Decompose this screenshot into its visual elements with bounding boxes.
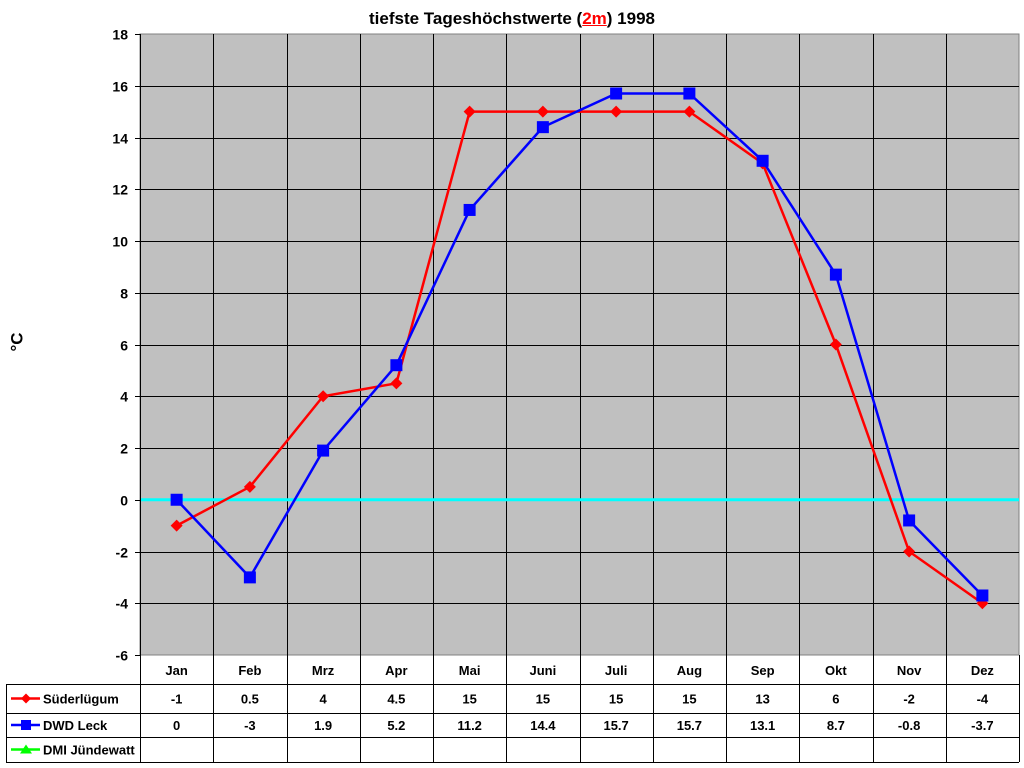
- table-cell-value: 13: [755, 692, 769, 707]
- diamond-marker: [536, 105, 549, 118]
- table-cell-value: 11.2: [457, 718, 482, 733]
- table-cell-value: 14.4: [530, 718, 556, 733]
- table-cell-value: -0.8: [898, 718, 920, 733]
- diamond-marker: [463, 105, 476, 118]
- category-label: Mrz: [312, 663, 335, 678]
- square-marker: [390, 359, 403, 372]
- title-highlight: 2m: [582, 9, 607, 28]
- table-cell-value: 4: [320, 692, 328, 707]
- square-marker: [829, 268, 842, 281]
- category-label: Nov: [897, 663, 922, 678]
- table-cell-value: 15.7: [677, 718, 702, 733]
- table-cell-value: 15: [609, 692, 623, 707]
- square-marker: [756, 154, 769, 167]
- category-label: Feb: [238, 663, 261, 678]
- square-marker: [536, 121, 549, 134]
- y-tick-label: 16: [112, 79, 128, 95]
- legend-triangle-icon: [20, 744, 32, 754]
- category-label: Sep: [751, 663, 775, 678]
- square-marker: [463, 203, 476, 216]
- square-marker: [903, 514, 916, 527]
- y-tick-label: 8: [120, 286, 128, 302]
- y-tick-label: 4: [120, 389, 128, 405]
- table-cell-value: -3.7: [971, 718, 993, 733]
- table-cell-value: 8.7: [827, 718, 845, 733]
- table-cell-value: 4.5: [387, 692, 405, 707]
- table-cell-value: 0.5: [241, 692, 259, 707]
- legend-label: Süderlügum: [43, 692, 119, 707]
- y-tick-label: 10: [112, 234, 128, 250]
- category-label: Apr: [385, 663, 407, 678]
- table-cell-value: -4: [977, 692, 989, 707]
- diamond-marker: [390, 377, 403, 390]
- y-tick-label: 14: [112, 131, 128, 147]
- chart-title: tiefste Tageshöchstwerte (2m) 1998: [0, 9, 1024, 29]
- y-tick-label: 6: [120, 338, 128, 354]
- legend-diamond-icon: [21, 693, 31, 704]
- table-cell-value: -3: [244, 718, 256, 733]
- category-label: Juni: [530, 663, 557, 678]
- series-line-1: [175, 92, 984, 597]
- diamond-marker: [829, 338, 842, 351]
- table-cell-value: 0: [173, 718, 180, 733]
- category-label: Juli: [605, 663, 627, 678]
- table-cell-value: 15: [682, 692, 696, 707]
- diamond-marker: [903, 545, 916, 558]
- y-tick-label: -2: [116, 545, 129, 561]
- table-cell-value: 5.2: [387, 718, 405, 733]
- title-text: tiefste Tageshöchstwerte (: [369, 9, 583, 28]
- table-cell-value: 15.7: [603, 718, 628, 733]
- table-cell-value: 15: [536, 692, 550, 707]
- y-tick-label: -6: [116, 648, 129, 664]
- legend-label: DMI Jündewatt: [43, 743, 135, 758]
- square-marker: [317, 444, 330, 457]
- square-marker: [610, 87, 623, 100]
- plot-area: [139, 33, 1020, 656]
- table-cell-value: -1: [171, 692, 183, 707]
- square-marker: [243, 571, 256, 584]
- category-label: Mai: [459, 663, 481, 678]
- y-tick-label: 18: [112, 27, 128, 43]
- title-text-end: ) 1998: [606, 9, 655, 28]
- category-label: Aug: [677, 663, 702, 678]
- legend-square-icon: [21, 720, 31, 730]
- y-tick-label: -4: [116, 596, 129, 612]
- diamond-marker: [683, 105, 696, 118]
- diamond-marker: [610, 105, 623, 118]
- category-label: Jan: [165, 663, 187, 678]
- table-cell-value: 1.9: [314, 718, 332, 733]
- diamond-marker: [243, 480, 256, 493]
- category-label: Dez: [971, 663, 995, 678]
- table-cell-value: -2: [903, 692, 915, 707]
- diamond-marker: [317, 390, 330, 403]
- y-tick-label: 0: [120, 493, 128, 509]
- table-cell-value: 15: [462, 692, 476, 707]
- square-marker: [170, 493, 183, 506]
- table-cell-value: 13.1: [750, 718, 775, 733]
- y-tick-label: 2: [120, 441, 128, 457]
- category-label: Okt: [825, 663, 847, 678]
- diamond-marker: [170, 519, 183, 532]
- legend-label: DWD Leck: [43, 718, 108, 733]
- y-tick-label: 12: [112, 182, 128, 198]
- square-marker: [976, 589, 989, 602]
- square-marker: [683, 87, 696, 100]
- table-cell-value: 6: [832, 692, 839, 707]
